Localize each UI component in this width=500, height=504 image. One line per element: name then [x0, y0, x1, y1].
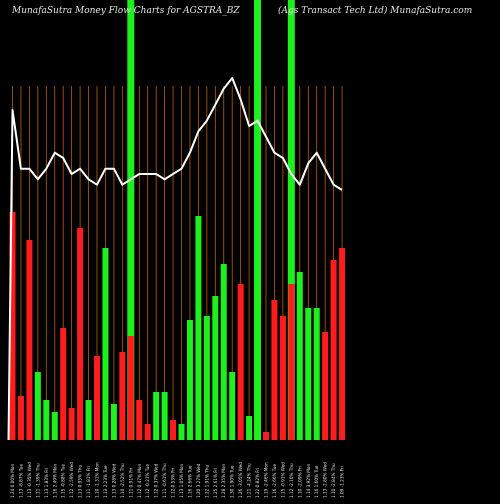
x-tick-label: 1.24 0.00% Mon — [10, 464, 15, 498]
x-tick-label: 1.25 2.61% Fri — [213, 468, 218, 498]
bar — [153, 392, 160, 440]
price-line-group — [7, 77, 343, 441]
x-tick-label: 1.19 -2.46% Mon — [264, 462, 269, 498]
bar — [68, 408, 75, 440]
x-tick-label: 1.16 2.66% Tue — [187, 465, 192, 498]
x-tick-label: 1.16 1.60% Tue — [314, 465, 319, 498]
x-tick-label: 1.10 -2.84% Thu — [331, 463, 336, 498]
x-tick-label: 1.12 0.53% Fri — [171, 468, 176, 498]
bar — [51, 412, 58, 440]
x-tick-label: 1.10 -2.52% Thu — [120, 463, 125, 498]
bar — [279, 316, 286, 440]
chart-subtitle: (Ags Transact Tech Ltd) MunafaSutra.com — [278, 6, 473, 16]
bar — [330, 260, 337, 440]
x-tick-label: 1.12 -0.21% Tue — [145, 464, 150, 498]
highlight-bar — [254, 0, 262, 440]
bar — [9, 212, 16, 440]
x-tick-label: 1.11 0.91% Fri — [128, 468, 133, 498]
bar — [339, 248, 346, 440]
x-tick-label: 1.13 0.95% Thu — [78, 464, 83, 498]
bar — [94, 356, 100, 440]
bar — [305, 308, 312, 440]
x-tick-label: 1.15 -0.91% Wed — [280, 462, 285, 498]
bar — [288, 284, 295, 440]
x-tick-label: 1.26 -3.05% Wed — [238, 462, 243, 498]
x-tick-label: 1.15 -0.88% Tue — [61, 464, 66, 498]
highlight-bar — [287, 0, 295, 440]
bar — [26, 240, 33, 440]
x-tick-label: 1.11 -1.39% Thu — [35, 463, 40, 498]
bar — [296, 272, 303, 440]
x-tick-label: 1.12 0.47% Mon — [137, 464, 142, 498]
bar — [203, 316, 210, 440]
bar — [212, 296, 219, 440]
x-tick-label: 1.10 -1.31% Mon — [95, 462, 100, 498]
x-tick-label: 1.13 1.83% Fri — [44, 468, 49, 498]
bar — [102, 248, 109, 440]
x-tick-label: 1.12 -2.59% Wed — [69, 462, 74, 498]
bar — [119, 352, 126, 440]
bar — [34, 372, 41, 440]
bar — [170, 420, 177, 440]
bar — [195, 216, 202, 440]
x-tick-label: 1.13 0.28% Wed — [111, 463, 116, 498]
bar — [110, 404, 117, 440]
highlight-bar — [127, 0, 135, 440]
x-tick-label: 1.10 -2.09% Fri — [297, 466, 302, 498]
x-tick-label: 1.28 2.35% Mon — [221, 464, 226, 498]
bar — [220, 264, 227, 440]
x-tick-label: 1.30 1.90% Tue — [230, 465, 235, 498]
x-tick-label: 1.12 0.37% Wed — [154, 463, 159, 498]
bar — [178, 424, 185, 440]
x-tick-label: 1.13 -8.87% Tue — [18, 464, 23, 498]
x-tick-label: 1.13 -0.35% Wed — [27, 462, 32, 498]
bar — [186, 320, 193, 440]
bar — [127, 336, 134, 440]
x-tick-label: 1.22 1.91% Thu — [204, 464, 209, 498]
bar — [246, 416, 253, 440]
bar — [237, 284, 244, 440]
bar — [85, 400, 92, 440]
bar — [229, 372, 236, 440]
x-tick-label: 1.11 -1.81% Fri — [86, 466, 91, 498]
x-tick-label: 1.14 3.92% Mon — [306, 464, 311, 498]
x-tick-label: 1.22 0.82% Fri — [255, 468, 260, 498]
bar — [136, 400, 143, 440]
x-tick-label: 1.13 -2.80% Wed — [323, 462, 328, 498]
x-tick-labels: 1.24 0.00% Mon 1.13 -8.87% Tue 1.13 -0.35%… — [10, 462, 345, 498]
bar — [60, 328, 67, 440]
bar — [144, 424, 151, 440]
price-line — [7, 77, 343, 441]
money-flow-bars — [9, 212, 346, 440]
x-tick-label: 1.09 -1.23% Fri — [340, 466, 345, 498]
highlight-bars — [127, 0, 295, 440]
bar — [313, 308, 320, 440]
bar — [271, 300, 278, 440]
x-tick-label: 1.16 2.49% Mon — [52, 464, 57, 498]
bar — [322, 332, 329, 440]
bar — [77, 228, 84, 440]
x-tick-label: 1.20 3.27% Wed — [196, 463, 201, 498]
x-tick-label: 1.21 -4.24% Thu — [247, 463, 252, 498]
bar — [254, 344, 261, 440]
bar — [263, 432, 269, 440]
bar — [161, 392, 168, 440]
bar — [17, 396, 24, 440]
chart-title: MunafaSutra Money Flow Charts for AGSTRA… — [12, 6, 240, 16]
x-tick-label: 1.12 -2.10% Thu — [289, 463, 294, 498]
x-tick-label: 1.11 -0.61% Thu — [162, 463, 167, 498]
x-tick-label: 1.13 2.23% Tue — [103, 465, 108, 498]
x-tick-label: 1.13 1.05% Mon — [179, 464, 184, 498]
bar — [43, 400, 50, 440]
x-tick-label: 1.16 -2.66% Tue — [272, 464, 277, 498]
